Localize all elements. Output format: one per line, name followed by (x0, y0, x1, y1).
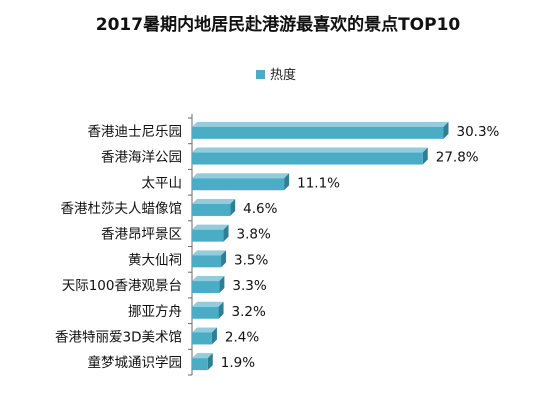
category-label: 黄大仙祠 (128, 252, 182, 268)
category-label: 童梦城通识学园 (88, 354, 183, 371)
value-label: 1.9% (221, 355, 255, 371)
value-label: 3.5% (234, 252, 268, 268)
bar-top-face (192, 276, 225, 282)
bar-top-face (192, 353, 213, 359)
value-label: 4.6% (243, 201, 277, 217)
bar-front-face (192, 229, 224, 242)
value-label: 30.3% (456, 124, 499, 140)
bar (192, 224, 229, 242)
bar-front-face (192, 306, 219, 319)
bar-side-face (422, 147, 428, 165)
legend-swatch (256, 70, 265, 79)
bar-side-face (230, 198, 236, 216)
bar (192, 353, 213, 371)
value-label: 27.8% (436, 150, 479, 166)
bar-top-face (192, 250, 227, 256)
bar-side-face (223, 224, 229, 242)
bar-front-face (192, 332, 212, 345)
bar (192, 276, 225, 294)
bar (192, 198, 236, 216)
legend-label: 热度 (270, 67, 296, 83)
category-labels: 香港迪士尼乐园香港海洋公园太平山香港杜莎夫人蜡像馆香港昂坪景区黄大仙祠天际100… (55, 124, 182, 371)
bar-side-face (219, 276, 225, 294)
bar-top-face (192, 224, 229, 230)
bar-front-face (192, 358, 208, 371)
category-label: 香港杜莎夫人蜡像馆 (61, 201, 183, 217)
bar-top-face (192, 327, 217, 333)
bar-front-face (192, 178, 285, 191)
value-label: 3.3% (232, 278, 266, 294)
category-label: 天际100香港观景台 (62, 278, 182, 294)
bar-front-face (192, 281, 220, 294)
bar-front-face (192, 255, 222, 268)
bar (192, 327, 217, 345)
legend: 热度 (256, 67, 296, 83)
bar-side-face (284, 173, 290, 191)
bar-front-face (192, 126, 444, 139)
bar-front-face (192, 203, 231, 216)
bar-front-face (192, 152, 423, 165)
category-label: 太平山 (142, 175, 183, 191)
bar-top-face (192, 121, 449, 127)
category-label: 香港海洋公园 (101, 150, 182, 166)
category-label: 香港迪士尼乐园 (88, 124, 183, 140)
bar (192, 173, 290, 191)
category-label: 挪亚方舟 (128, 304, 182, 320)
bar-top-face (192, 173, 290, 179)
axis (188, 114, 193, 376)
value-label: 11.1% (297, 175, 340, 191)
bar-side-face (207, 353, 213, 371)
bar-side-face (211, 327, 217, 345)
bar (192, 147, 428, 165)
bar-top-face (192, 301, 224, 307)
category-label: 香港特丽爱3D美术馆 (55, 329, 182, 345)
bar (192, 250, 227, 268)
value-labels: 30.3% 27.8% 11.1% 4.6% 3.8% 3.5% 3.3% 3.2% 2.4% 1… (221, 124, 500, 371)
value-label: 3.2% (232, 304, 266, 320)
bar (192, 301, 224, 319)
bar-side-face (218, 301, 224, 319)
value-label: 2.4% (225, 329, 259, 345)
bars (192, 121, 449, 371)
value-label: 3.8% (237, 227, 271, 243)
bar-top-face (192, 147, 428, 153)
bar-side-face (443, 121, 449, 139)
category-label: 香港昂坪景区 (101, 227, 182, 243)
bar-side-face (221, 250, 227, 268)
bar-top-face (192, 198, 236, 204)
bar (192, 121, 449, 139)
chart-title: 2017暑期内地居民赴港游最喜欢的景点TOP10 (96, 14, 461, 35)
